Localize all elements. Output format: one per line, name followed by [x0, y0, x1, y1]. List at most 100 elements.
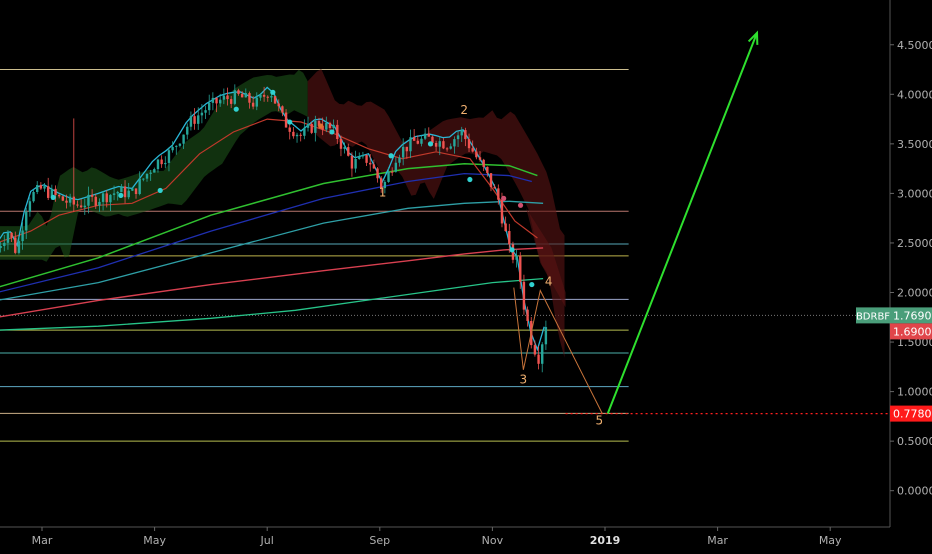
candle-body [515, 255, 518, 260]
candle-body [255, 97, 258, 107]
candle-body [409, 137, 412, 152]
candle-body [497, 188, 500, 200]
ma-blue [0, 172, 532, 293]
candle-body [43, 186, 46, 189]
candle-body [456, 135, 460, 140]
ichimoku-cloud [0, 68, 566, 358]
candle-body [72, 196, 76, 205]
wave-label: 5 [596, 413, 604, 427]
x-tick-label: May [819, 534, 842, 547]
candle-body [123, 186, 127, 198]
candle-body [90, 194, 94, 197]
candle-body [372, 164, 376, 169]
candle-body [197, 115, 200, 124]
candle-body [178, 143, 182, 146]
candle-body [508, 231, 511, 245]
candle-body [412, 137, 416, 141]
candle-body [149, 172, 152, 174]
ma-green [0, 162, 538, 288]
candle-body [445, 148, 449, 150]
candle-body [434, 143, 438, 147]
cloud-red [307, 68, 565, 358]
candle-body [36, 185, 39, 193]
candle-body [405, 146, 409, 152]
candle-body [46, 186, 50, 198]
signal-dot [501, 195, 507, 201]
candle-body [401, 146, 405, 158]
cloud-green [0, 69, 308, 262]
candle-body [328, 122, 332, 128]
candle-body [0, 245, 2, 249]
candle-body [358, 156, 361, 159]
target-price-value: 0.7780 [893, 408, 932, 421]
y-tick-label: 2.0000 [897, 287, 932, 300]
candle-body [314, 121, 317, 133]
candle-body [350, 155, 354, 169]
candle-body [98, 201, 101, 206]
signal-dot [329, 129, 335, 135]
signal-dot [287, 119, 293, 125]
candle-body [226, 95, 229, 100]
candle-body [336, 124, 339, 139]
candle-body [222, 95, 226, 100]
candle-body [21, 230, 24, 242]
candle-body [486, 166, 489, 174]
y-tick-label: 2.5000 [897, 237, 932, 250]
candle-body [3, 242, 6, 246]
candle-body [482, 159, 485, 167]
candle-body [134, 188, 138, 194]
candle-body [79, 205, 83, 208]
candle-body [420, 138, 423, 144]
candle-body [390, 171, 394, 173]
y-tick-label: 3.5000 [897, 138, 932, 151]
candle-body [332, 124, 335, 128]
ma-red [0, 247, 544, 318]
wave-label: 4 [545, 275, 553, 289]
candle-body [50, 188, 54, 198]
candle-body [460, 130, 463, 136]
candle-body [251, 102, 255, 107]
signal-dot [318, 123, 324, 129]
candle-body [240, 93, 244, 98]
candle-body [522, 281, 526, 310]
symbol-badge [856, 307, 890, 324]
candle-body [167, 150, 171, 163]
ma-teal [0, 277, 544, 331]
candle-body [475, 151, 478, 158]
candle-body [127, 190, 130, 198]
x-tick-label: Jul [260, 534, 274, 547]
candle-body [317, 121, 321, 126]
candle-body [145, 173, 149, 179]
candle-body [189, 116, 193, 127]
candle-body [347, 147, 350, 156]
candle-body [61, 196, 65, 201]
candle-body [380, 178, 383, 189]
candle-body [343, 147, 346, 149]
candle-body [467, 139, 471, 149]
candle-body [208, 102, 211, 111]
candle-body [25, 211, 28, 231]
signal-dot [50, 194, 56, 200]
candle-body [544, 327, 548, 345]
candle-body [387, 171, 390, 182]
candle-body [211, 97, 215, 103]
candle-body [504, 223, 507, 232]
candle-body [262, 94, 266, 97]
wave-label: 3 [520, 373, 528, 387]
candle-body [526, 309, 529, 321]
candle-body [442, 141, 445, 149]
candle-body [449, 146, 452, 149]
candle-body [57, 194, 61, 197]
ma-darkred [0, 118, 538, 243]
candle-body [65, 200, 68, 203]
candle-body [394, 162, 398, 172]
candle-body [142, 178, 145, 180]
x-tick-label: Nov [482, 534, 504, 547]
wave-label: 2 [460, 103, 468, 117]
candle-body [112, 193, 116, 195]
candle-body [423, 133, 427, 139]
candle-body [361, 154, 365, 157]
candle-body [237, 90, 240, 94]
